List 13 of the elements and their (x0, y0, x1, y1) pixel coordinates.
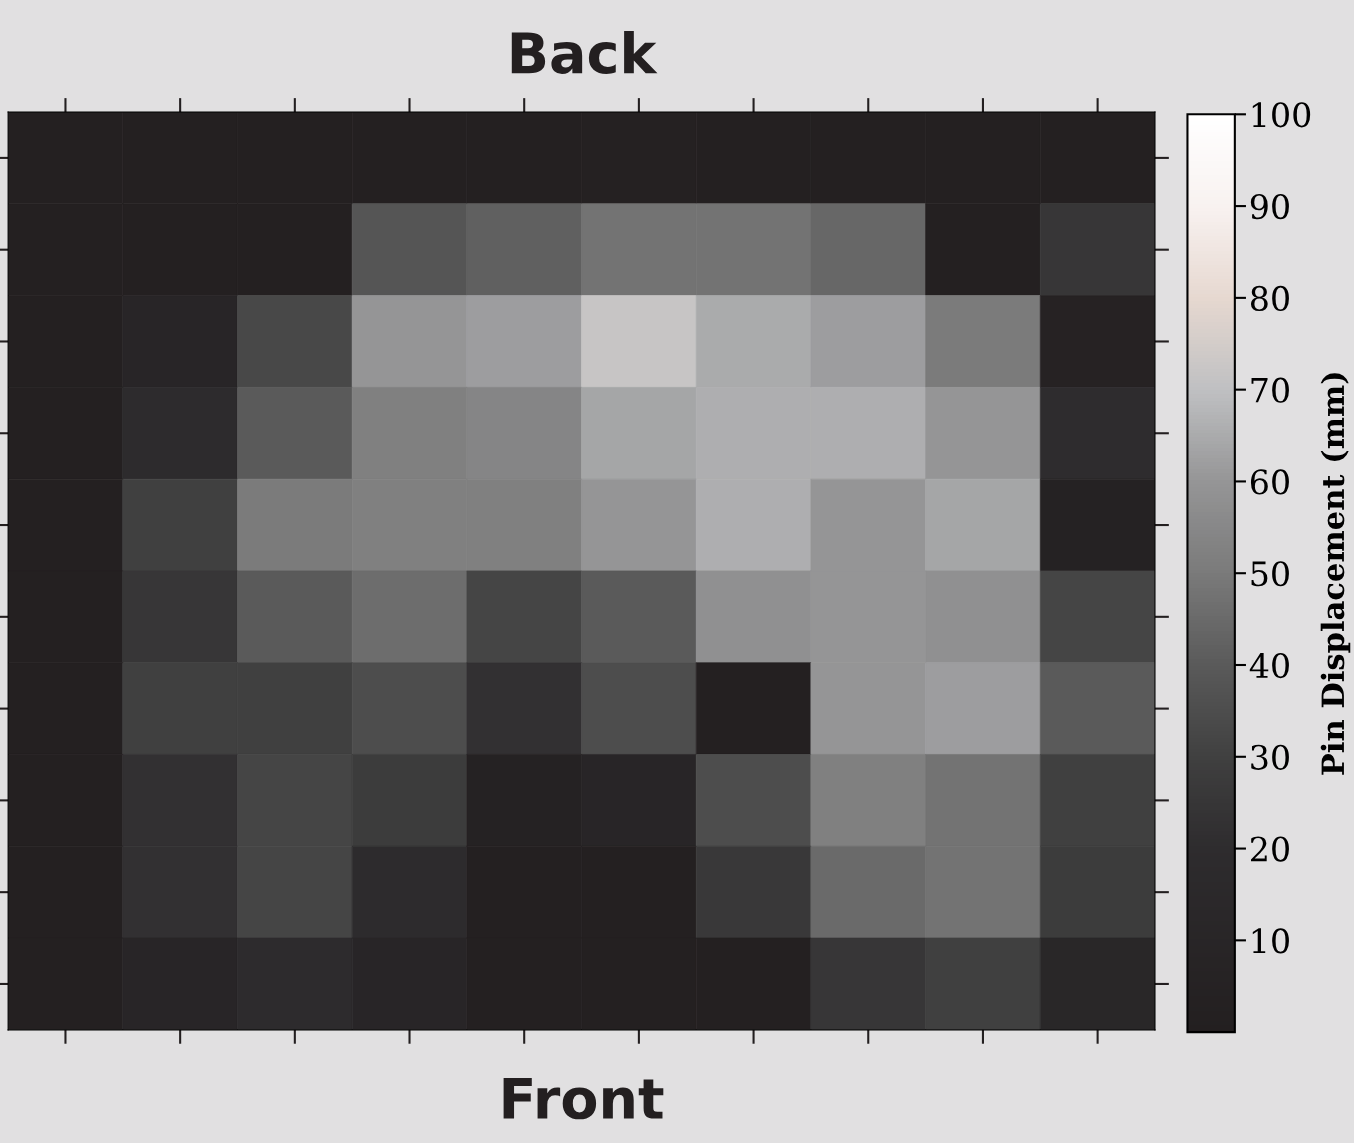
color-bar-label: 70 (1251, 377, 1289, 403)
color-bar-label: 60 (1250, 469, 1289, 495)
x-axis-title: Front (503, 1078, 664, 1120)
color-bar-label: 40 (1249, 652, 1289, 679)
color-bar-label: 20 (1251, 836, 1289, 862)
color-bar-label: 100 (1252, 102, 1311, 128)
color-bar-label: 90 (1250, 194, 1289, 220)
color-bar-title: Pin Displacement (mm) (1320, 373, 1351, 775)
color-bar-label: 10 (1252, 928, 1289, 954)
color-bar-label: 30 (1251, 744, 1289, 770)
color-bar-label: 50 (1251, 561, 1289, 587)
color-bar-label: 80 (1250, 285, 1289, 311)
chart-title: Back (511, 30, 658, 74)
